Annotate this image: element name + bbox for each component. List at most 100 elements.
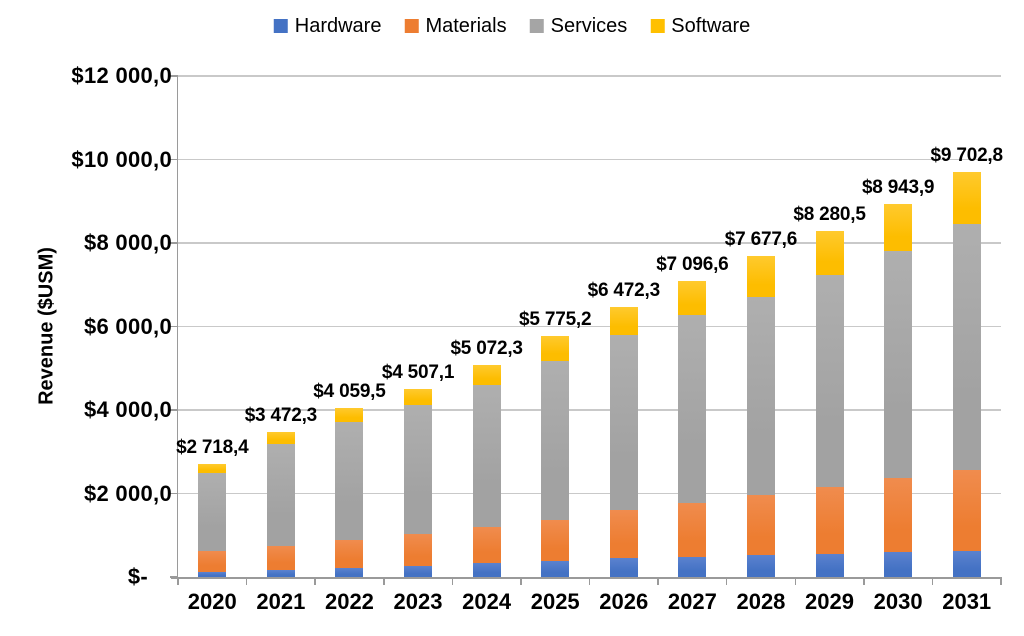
x-axis-tick bbox=[863, 577, 865, 585]
x-category-label-2022: 2022 bbox=[324, 589, 374, 614]
bar-segment-services-2024[interactable] bbox=[472, 384, 501, 527]
x-axis-tick bbox=[931, 577, 934, 585]
bar-2029 bbox=[815, 231, 844, 577]
y-tick-label: $10 000,0 bbox=[71, 146, 172, 172]
bar-segment-services-2022[interactable] bbox=[335, 422, 364, 541]
bar-segment-hardware-2026[interactable] bbox=[609, 557, 638, 577]
bar-2028 bbox=[746, 256, 775, 577]
bar-segment-software-2029[interactable] bbox=[815, 231, 844, 275]
bar-segment-services-2021[interactable] bbox=[266, 444, 295, 546]
bar-2023 bbox=[404, 388, 433, 577]
bar-segment-services-2029[interactable] bbox=[815, 274, 844, 488]
bar-segment-software-2025[interactable] bbox=[541, 335, 570, 361]
y-tick-label: $- bbox=[127, 564, 148, 589]
bar-segment-materials-2027[interactable] bbox=[678, 502, 707, 557]
bar-segment-materials-2023[interactable] bbox=[404, 533, 433, 567]
bar-segment-services-2027[interactable] bbox=[678, 315, 707, 503]
bar-segment-hardware-2020[interactable] bbox=[198, 571, 227, 577]
bar-segment-services-2020[interactable] bbox=[198, 472, 227, 551]
bar-segment-hardware-2029[interactable] bbox=[815, 553, 844, 577]
bar-segment-services-2028[interactable] bbox=[746, 296, 775, 496]
bar-segment-software-2020[interactable] bbox=[198, 463, 227, 473]
legend-swatch-hardware-icon bbox=[273, 19, 288, 33]
legend-label: Software bbox=[671, 15, 751, 37]
gridline-2000 bbox=[178, 492, 1001, 495]
legend-label: Services bbox=[550, 15, 628, 37]
x-axis-tick bbox=[383, 577, 385, 585]
bar-segment-hardware-2024[interactable] bbox=[472, 563, 501, 577]
legend-label: Materials bbox=[425, 15, 507, 37]
bar-segment-hardware-2028[interactable] bbox=[746, 555, 775, 577]
bar-segment-hardware-2031[interactable] bbox=[952, 550, 981, 577]
x-category-label-2030: 2030 bbox=[873, 589, 923, 614]
bar-segment-services-2030[interactable] bbox=[884, 250, 913, 479]
bar-segment-software-2021[interactable] bbox=[266, 432, 295, 445]
bar-segment-hardware-2022[interactable] bbox=[335, 568, 364, 577]
bar-total-label-2020: $2 718,4 bbox=[176, 436, 249, 458]
gridline-6000 bbox=[178, 325, 1001, 328]
bar-segment-software-2026[interactable] bbox=[609, 306, 638, 336]
bar-total-label-2031: $9 702,8 bbox=[930, 144, 1004, 166]
bar-total-label-2022: $4 059,5 bbox=[313, 380, 386, 402]
legend-item-hardware[interactable]: Hardware bbox=[273, 16, 381, 36]
bar-2022 bbox=[335, 407, 364, 577]
bar-segment-hardware-2021[interactable] bbox=[266, 569, 295, 577]
x-axis-tick bbox=[794, 577, 796, 585]
bar-segment-software-2031[interactable] bbox=[952, 171, 981, 225]
bar-segment-hardware-2030[interactable] bbox=[884, 551, 913, 577]
x-axis-tick bbox=[657, 577, 659, 585]
legend-item-software[interactable]: Software bbox=[650, 16, 750, 36]
x-axis-tick bbox=[245, 577, 248, 585]
legend-item-services[interactable]: Services bbox=[529, 15, 628, 37]
bar-total-label-2030: $8 943,9 bbox=[861, 176, 935, 198]
bar-total-label-2029: $8 280,5 bbox=[793, 204, 866, 226]
x-axis-tick bbox=[588, 577, 591, 585]
y-axis-tick bbox=[170, 576, 178, 578]
y-tick-label: $8 000,0 bbox=[83, 230, 172, 255]
legend: Hardware Materials Services Software bbox=[273, 15, 750, 37]
bar-segment-materials-2029[interactable] bbox=[815, 487, 844, 554]
bar-segment-software-2023[interactable] bbox=[404, 388, 433, 405]
legend-swatch-software-icon bbox=[650, 19, 665, 33]
bar-segment-materials-2020[interactable] bbox=[198, 550, 227, 572]
bar-segment-services-2023[interactable] bbox=[404, 404, 433, 534]
bar-segment-materials-2026[interactable] bbox=[609, 509, 638, 558]
bar-total-label-2025: $5 775,2 bbox=[519, 308, 592, 330]
bar-segment-software-2027[interactable] bbox=[678, 280, 707, 316]
y-axis-tick bbox=[170, 492, 178, 495]
gridline-8000 bbox=[178, 242, 1001, 244]
bar-segment-hardware-2025[interactable] bbox=[541, 560, 570, 577]
x-axis-tick bbox=[520, 577, 522, 585]
x-category-label-2025: 2025 bbox=[530, 589, 580, 614]
gridline-10000 bbox=[178, 158, 1001, 161]
x-category-label-2027: 2027 bbox=[667, 589, 717, 614]
y-axis-tick bbox=[170, 75, 178, 77]
bar-segment-software-2024[interactable] bbox=[472, 365, 501, 385]
bar-segment-hardware-2027[interactable] bbox=[678, 556, 707, 577]
bar-segment-services-2026[interactable] bbox=[609, 335, 638, 510]
bar-segment-services-2031[interactable] bbox=[952, 224, 981, 471]
bar-total-label-2027: $7 096,6 bbox=[656, 253, 729, 275]
bar-segment-software-2022[interactable] bbox=[335, 407, 364, 423]
bar-segment-materials-2021[interactable] bbox=[266, 545, 295, 570]
bar-segment-materials-2022[interactable] bbox=[335, 540, 364, 569]
bar-segment-materials-2024[interactable] bbox=[472, 526, 501, 564]
bar-segment-materials-2028[interactable] bbox=[746, 495, 775, 556]
bar-segment-services-2025[interactable] bbox=[541, 360, 570, 521]
bar-segment-materials-2025[interactable] bbox=[541, 520, 570, 561]
bar-segment-materials-2030[interactable] bbox=[884, 478, 913, 552]
x-category-label-2031: 2031 bbox=[942, 589, 992, 614]
bar-2030 bbox=[884, 203, 913, 577]
bar-segment-software-2030[interactable] bbox=[884, 203, 913, 251]
y-axis-line bbox=[176, 76, 178, 583]
bar-segment-hardware-2023[interactable] bbox=[404, 566, 433, 577]
y-axis-tick bbox=[170, 242, 178, 244]
y-axis-tick bbox=[170, 325, 178, 328]
legend-swatch-materials-icon bbox=[404, 19, 419, 33]
bar-segment-materials-2031[interactable] bbox=[952, 470, 981, 551]
legend-item-materials[interactable]: Materials bbox=[404, 15, 507, 37]
bar-total-label-2026: $6 472,3 bbox=[587, 279, 661, 301]
bar-2026 bbox=[609, 306, 638, 577]
bar-segment-software-2028[interactable] bbox=[746, 256, 775, 297]
y-axis-tick bbox=[170, 158, 178, 161]
